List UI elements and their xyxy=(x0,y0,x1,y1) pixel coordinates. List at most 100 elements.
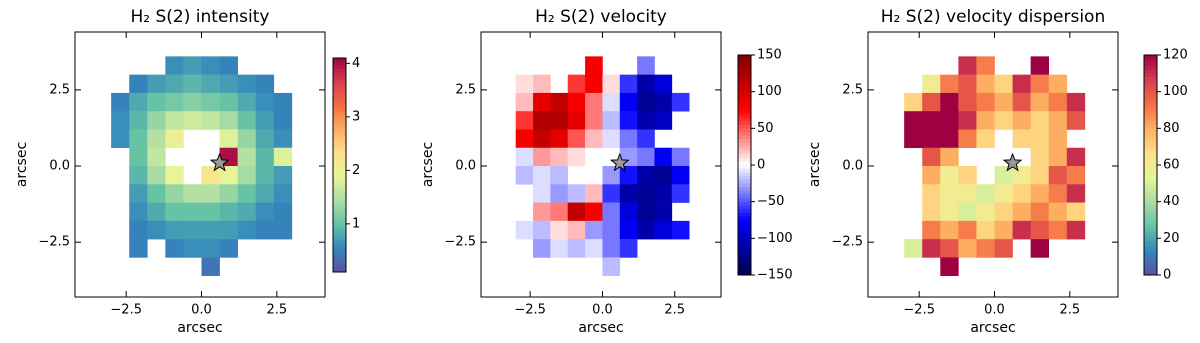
heatmap-cell xyxy=(273,202,293,222)
heatmap-cell xyxy=(602,202,621,222)
heatmap-cell xyxy=(940,111,959,130)
y-tick-label: −2.5 xyxy=(38,235,70,250)
heatmap-cell xyxy=(515,129,534,149)
y-tick-label: 0.0 xyxy=(455,159,476,174)
colorbar-segment xyxy=(1144,77,1157,82)
colorbar-tick-label: 50 xyxy=(757,121,774,136)
colorbar-segment xyxy=(333,247,346,252)
heatmap-cell xyxy=(111,92,130,112)
colorbar-segment xyxy=(738,132,751,137)
colorbar-segment xyxy=(738,102,751,107)
heatmap-cell xyxy=(1012,166,1031,185)
heatmap-cell xyxy=(958,56,977,75)
heatmap-cell xyxy=(219,239,238,258)
colorbar-segment xyxy=(738,249,751,254)
colorbar-segment xyxy=(738,179,751,184)
colorbar-segment xyxy=(738,69,751,74)
colorbar-segment xyxy=(1144,183,1157,188)
heatmap-cell xyxy=(958,184,977,203)
colorbar-segment xyxy=(333,161,346,166)
colorbar-segment xyxy=(738,106,751,111)
colorbar-segment xyxy=(1144,212,1157,217)
heatmap-cell xyxy=(165,239,184,258)
colorbar-segment xyxy=(1144,95,1157,100)
heatmap-cell xyxy=(976,202,995,222)
colorbar-segment xyxy=(333,200,346,205)
heatmap-cell xyxy=(515,74,534,94)
colorbar-segment xyxy=(1144,172,1157,177)
colorbar-segment xyxy=(333,150,346,155)
heatmap-cell xyxy=(165,111,184,130)
heatmap-cell xyxy=(958,166,977,185)
heatmap-cell xyxy=(602,166,621,185)
x-tick-label: −2.5 xyxy=(514,303,546,318)
heatmap-cell xyxy=(994,92,1013,112)
colorbar-segment xyxy=(738,99,751,104)
colorbar-segment xyxy=(738,216,751,221)
colorbar-segment xyxy=(333,189,346,195)
heatmap-cell xyxy=(129,111,148,130)
heatmap-cell xyxy=(165,129,184,149)
x-axis-label: arcsec xyxy=(970,320,1015,336)
heatmap-cell xyxy=(1030,74,1050,94)
heatmap-cell xyxy=(922,74,941,94)
star-marker xyxy=(609,152,630,172)
heatmap-cell xyxy=(147,129,166,149)
heatmap-cell xyxy=(567,184,586,203)
heatmap-cell xyxy=(515,111,534,130)
heatmap-cell xyxy=(922,184,941,203)
colorbar-segment xyxy=(738,183,751,188)
heatmap-cell xyxy=(183,56,202,75)
x-tick-label: −2.5 xyxy=(110,303,142,318)
heatmap-cell xyxy=(201,166,220,185)
heatmap-cell xyxy=(201,184,220,203)
colorbar-segment xyxy=(1144,260,1157,265)
heatmap-cell xyxy=(940,202,959,222)
colorbar-segment xyxy=(1144,245,1157,250)
heatmap-cell xyxy=(958,92,977,112)
heatmap-cell xyxy=(567,111,586,130)
heatmap-cell xyxy=(922,166,941,185)
colorbar-segment xyxy=(1144,139,1157,144)
colorbar-segment xyxy=(738,242,751,247)
heatmap-cell xyxy=(165,202,184,222)
heatmap-cell xyxy=(1012,202,1031,222)
colorbar-tick-label: 150 xyxy=(757,48,782,63)
colorbar-segment xyxy=(1144,132,1157,137)
colorbar-segment xyxy=(1144,179,1157,184)
heatmap-cell xyxy=(183,92,202,112)
colorbar-segment xyxy=(1144,264,1157,269)
colorbar-segment xyxy=(738,223,751,228)
heatmap-cell xyxy=(637,74,655,94)
heatmap-cell xyxy=(129,202,148,222)
heatmap-cell xyxy=(994,202,1013,222)
heatmap-cell xyxy=(515,220,534,240)
heatmap-cell xyxy=(201,257,220,276)
colorbar-segment xyxy=(1144,242,1157,247)
heatmap-cell xyxy=(904,92,923,112)
heatmap-cell xyxy=(550,166,569,185)
colorbar-segment xyxy=(738,205,751,210)
colorbar-segment xyxy=(333,147,346,152)
heatmap-cell xyxy=(619,111,638,130)
colorbar-segment xyxy=(1144,267,1157,272)
heatmap-cell xyxy=(273,92,293,112)
colorbar-segment xyxy=(333,100,346,105)
colorbar-segment xyxy=(333,225,346,230)
heatmap-cell xyxy=(1030,239,1050,258)
heatmap-cell xyxy=(550,147,569,167)
heatmap-cell xyxy=(533,184,551,203)
colorbar-segment xyxy=(1144,146,1157,151)
colorbar-segment xyxy=(333,229,346,234)
colorbar-segment xyxy=(1144,91,1157,96)
colorbar-segment xyxy=(738,77,751,82)
heatmap-cell xyxy=(940,147,959,167)
heatmap-cell xyxy=(671,166,690,185)
colorbar-segment xyxy=(738,190,751,195)
colorbar-segment xyxy=(738,201,751,206)
colorbar-segment xyxy=(1144,110,1157,115)
heatmap-cell xyxy=(129,166,148,185)
colorbar-segment xyxy=(738,176,751,181)
colorbar-segment xyxy=(738,110,751,115)
heatmap-cell xyxy=(533,202,551,222)
